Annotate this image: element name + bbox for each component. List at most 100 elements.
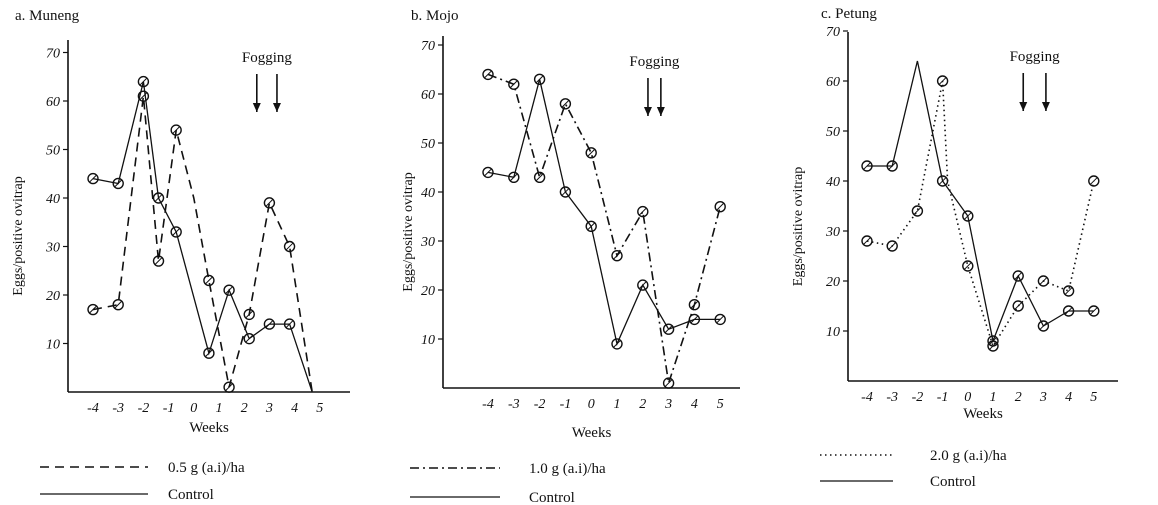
data-point-slash <box>536 173 544 181</box>
data-point <box>283 240 296 253</box>
data-point-slash <box>1039 322 1047 330</box>
data-point <box>611 249 623 262</box>
data-point <box>170 124 182 136</box>
data-point <box>662 323 675 335</box>
data-point <box>861 235 873 247</box>
data-point-slash <box>265 320 273 328</box>
data-point <box>1012 270 1024 282</box>
data-point-slash <box>964 262 972 270</box>
data-point-slash <box>1065 307 1073 315</box>
data-point-slash <box>716 203 724 211</box>
x-tick-label: 5 <box>717 397 724 412</box>
data-point-slash <box>613 340 621 348</box>
data-point-slash <box>561 100 569 108</box>
data-point <box>637 205 649 218</box>
data-point <box>662 377 675 389</box>
chart-petung: c. Petung 10 20 30 40 50 60 70 -4 -3 -2 -1 0 1 2 3 4 5 Wee… <box>791 6 1118 490</box>
y-tick-label: 10 <box>826 325 840 340</box>
legend-label: Control <box>529 490 575 505</box>
x-tick-label: 5 <box>316 401 323 416</box>
data-point-slash <box>939 177 947 185</box>
y-tick-label: 10 <box>46 338 60 353</box>
y-tick-label: 70 <box>826 25 840 40</box>
y-tick-label: 30 <box>45 241 60 256</box>
data-point <box>170 226 182 238</box>
data-point-slash <box>1039 277 1047 285</box>
data-point-slash <box>690 301 698 309</box>
legend-label: 1.0 g (a.i)/ha <box>529 461 606 477</box>
x-tick-label: 1 <box>614 397 621 412</box>
x-tick-label: -2 <box>534 397 546 412</box>
data-point <box>243 332 255 345</box>
data-point <box>203 274 215 287</box>
data-point <box>861 160 873 172</box>
data-point-slash <box>989 337 997 345</box>
data-point <box>987 335 999 347</box>
y-tick-label: 60 <box>421 88 435 103</box>
data-point-slash <box>1014 302 1022 310</box>
data-point-slash <box>536 75 544 83</box>
series-line-0 <box>866 80 1095 348</box>
data-point <box>637 279 649 291</box>
x-tick-label: 3 <box>265 401 273 416</box>
legend-label: 2.0 g (a.i)/ha <box>930 448 1007 464</box>
y-tick-label: 60 <box>46 95 60 110</box>
data-point-slash <box>286 242 294 251</box>
data-point <box>152 192 165 204</box>
data-point <box>585 220 597 233</box>
data-point <box>1088 305 1100 317</box>
x-axis-label: Weeks <box>572 425 612 441</box>
data-point-slash <box>114 301 122 309</box>
data-point <box>886 240 898 252</box>
data-point-slash <box>665 325 673 333</box>
chart-title: b. Mojo <box>411 8 459 24</box>
x-tick-label: -4 <box>861 390 873 405</box>
x-tick-label: -4 <box>87 401 99 416</box>
x-tick-label: -1 <box>163 401 175 416</box>
data-point-slash <box>154 257 163 265</box>
x-tick-label: 0 <box>588 397 595 412</box>
data-point <box>223 381 235 393</box>
fogging-annotation: Fogging <box>242 50 293 66</box>
data-point <box>714 200 726 213</box>
data-point-slash <box>89 305 97 314</box>
data-point <box>1037 275 1050 287</box>
data-point-slash <box>114 179 122 188</box>
data-point-slash <box>1090 307 1098 315</box>
y-tick-label: 40 <box>421 186 435 201</box>
data-point <box>886 160 898 172</box>
data-point <box>936 75 949 87</box>
data-point-slash <box>205 349 213 357</box>
chart-mojo: b. Mojo 10 20 30 40 50 60 70 -4 -3 -2 -1 0 1 2 3 4 5 Weeks… <box>401 8 740 505</box>
y-tick-label: 60 <box>826 75 840 90</box>
legend-label: Control <box>930 474 976 490</box>
data-point-slash <box>484 70 492 78</box>
y-tick-label: 50 <box>826 125 840 140</box>
data-point <box>112 177 124 190</box>
data-point-slash <box>139 78 147 86</box>
data-point-slash <box>863 237 871 245</box>
y-tick-label: 70 <box>46 47 60 62</box>
data-point <box>203 347 215 359</box>
y-tick-label: 10 <box>421 333 435 348</box>
fogging-arrowhead <box>1019 102 1028 111</box>
x-tick-label: 0 <box>190 401 197 416</box>
x-tick-label: 2 <box>639 397 646 412</box>
data-point <box>559 186 572 198</box>
data-point-slash <box>690 315 698 323</box>
data-point <box>962 210 974 222</box>
data-point-slash <box>245 335 253 343</box>
data-point-slash <box>510 80 518 88</box>
data-point <box>533 73 546 86</box>
data-point <box>243 308 255 321</box>
data-point <box>152 255 165 267</box>
data-point <box>482 166 494 179</box>
data-point-slash <box>1090 177 1098 185</box>
y-axis-label: Eggs/positive ovitrap <box>791 167 806 286</box>
series-line-1 <box>867 60 1094 344</box>
data-point-slash <box>89 175 97 183</box>
data-point-slash <box>587 149 595 157</box>
x-tick-label: 3 <box>664 397 672 412</box>
data-point <box>508 78 520 90</box>
data-point <box>112 299 124 311</box>
